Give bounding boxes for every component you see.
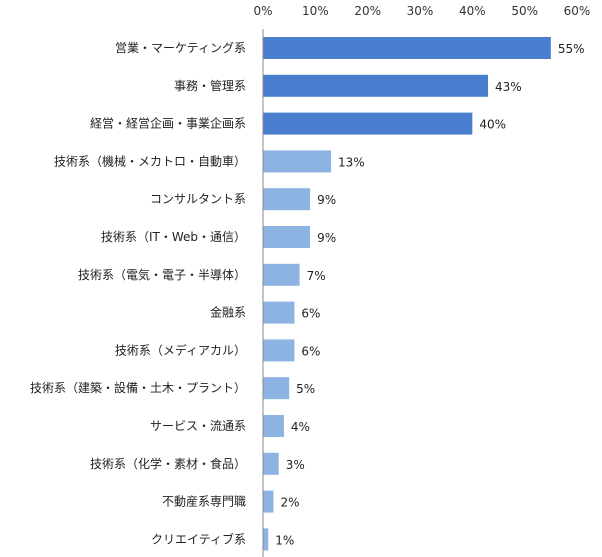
value-label: 6% [301,344,320,358]
value-label: 43% [495,80,522,94]
x-tick-label: 50% [511,4,538,18]
x-tick-label: 30% [407,4,434,18]
value-label: 7% [307,269,326,283]
value-label: 13% [338,155,365,169]
value-label: 40% [479,118,506,132]
x-tick-label: 20% [354,4,381,18]
bar [263,452,279,475]
category-label: 技術系（IT・Web・通信） [101,230,246,244]
x-axis-ticks: 0% 10% 20% 30% 40% 50% 60% [253,4,590,18]
value-label: 2% [280,496,299,510]
value-label: 6% [301,307,320,321]
x-tick-label: 10% [302,4,329,18]
category-label: クリエイティブ系 [151,531,246,546]
category-label: 金融系 [210,305,246,320]
x-tick-label: 40% [459,4,486,18]
value-label: 5% [296,382,315,396]
bar [263,74,489,97]
bar [263,528,269,551]
x-tick-label: 60% [564,4,591,18]
category-label: 不動産系専門職 [162,494,246,509]
category-label: 経営・経営企画・事業企画系 [90,116,246,131]
bar [263,150,332,173]
value-label: 55% [558,42,585,56]
bars [263,37,551,551]
x-tick-label: 0% [253,4,272,18]
category-label: 事務・管理系 [174,78,246,93]
bar [263,415,284,437]
category-label: 技術系（化学・素材・食品） [90,456,246,471]
category-label: 技術系（建築・設備・土木・プラント） [30,380,246,395]
bar [263,226,311,248]
bar [263,188,311,211]
category-label: 技術系（電気・電子・半導体） [78,267,246,282]
category-label: 営業・マーケティング系 [115,41,246,55]
value-label: 1% [275,533,294,547]
value-label: 9% [317,231,336,245]
category-labels: 営業・マーケティング系事務・管理系経営・経営企画・事業企画系技術系（機械・メカト… [30,41,246,546]
value-labels: 55% 43% 40% 13% 9% 9% 7% 6% 6% 5% 4% 3% 2% 1% [275,42,584,547]
bar [263,112,473,135]
value-label: 3% [286,458,305,472]
bar [263,301,295,324]
bar [263,37,551,59]
category-label: 技術系（メディアカル） [115,342,246,357]
bar [263,490,274,513]
bar [263,377,290,400]
category-label: サービス・流通系 [150,419,246,433]
bar [263,339,295,362]
category-label: 技術系（機械・メカトロ・自動車） [54,153,246,168]
category-label: コンサルタント系 [150,192,246,206]
value-label: 4% [291,420,310,434]
bar [263,263,300,286]
value-label: 9% [317,193,336,207]
